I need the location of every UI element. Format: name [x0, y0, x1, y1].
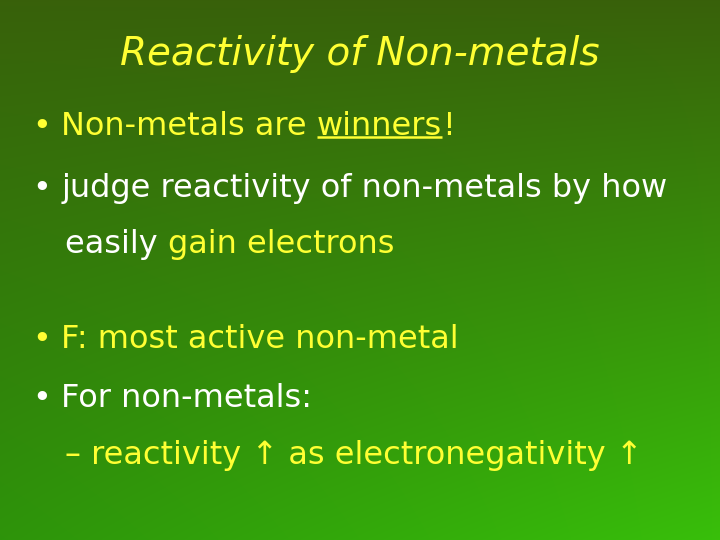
Text: Reactivity of Non-metals: Reactivity of Non-metals [120, 35, 600, 73]
Text: judge reactivity of non-metals by how: judge reactivity of non-metals by how [61, 173, 667, 204]
Text: •: • [32, 324, 51, 355]
Text: •: • [32, 111, 51, 141]
Text: •: • [32, 383, 51, 414]
Text: F: most active non-metal: F: most active non-metal [61, 324, 459, 355]
Text: For non-metals:: For non-metals: [61, 383, 312, 414]
Text: winners: winners [317, 111, 442, 141]
Text: Non-metals are: Non-metals are [61, 111, 317, 141]
Text: •: • [32, 173, 51, 204]
Text: easily: easily [65, 230, 168, 260]
Text: !: ! [442, 111, 455, 141]
Text: gain electrons: gain electrons [168, 230, 394, 260]
Text: – reactivity ↑ as electronegativity ↑: – reactivity ↑ as electronegativity ↑ [65, 440, 642, 471]
